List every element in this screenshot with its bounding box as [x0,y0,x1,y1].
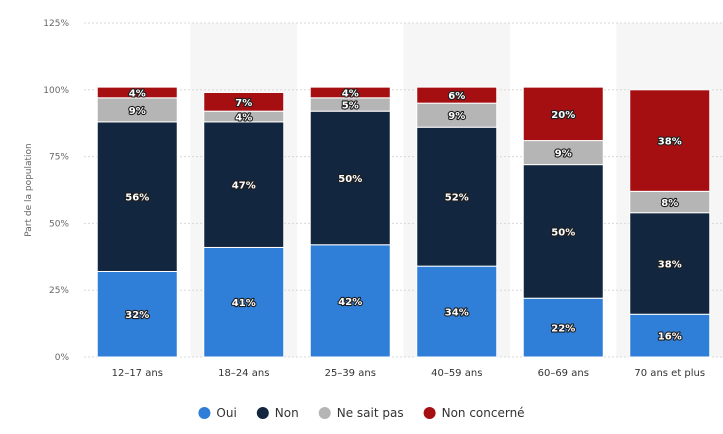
data-label: 4% [235,113,252,124]
bar-segment[interactable] [96,270,178,358]
data-label: 4% [342,88,359,99]
data-label: 50% [338,174,362,185]
x-tick-label: 70 ans et plus [634,368,705,379]
bar-segment[interactable] [96,121,178,272]
y-tick-label: 125% [43,19,69,29]
legend-item[interactable]: Ne sait pas [318,406,404,420]
bar-segment[interactable] [203,246,285,358]
x-tick-label: 12–17 ans [112,368,163,379]
y-tick-label: 0% [55,353,70,363]
bar-segment[interactable] [309,110,391,246]
data-label: 22% [551,324,575,335]
legend-label: Oui [216,406,236,420]
data-label: 42% [338,297,362,308]
data-label: 9% [129,106,146,117]
x-tick-label: 25–39 ans [325,368,376,379]
data-label: 34% [445,308,469,319]
data-labels: 32%56%9%4%41%47%4%7%42%50%5%4%34%52%9%6%… [124,87,683,343]
bar-segment[interactable] [416,126,498,267]
y-axis-ticks: 0% 25% 50% 75% 100% 125% [43,19,69,363]
data-label: 4% [129,88,146,99]
bar-segment[interactable] [203,121,285,248]
bar-segment[interactable] [629,313,711,358]
bar-segment[interactable] [416,86,498,104]
legend-item[interactable]: Oui [198,406,237,420]
bar-segment[interactable] [96,97,178,123]
y-axis-label: Part de la population [24,143,34,237]
y-tick-label: 25% [49,286,69,296]
x-tick-label: 60–69 ans [538,368,589,379]
bar-segment[interactable] [309,244,391,358]
y-tick-label: 50% [49,219,69,229]
y-tick-label: 100% [43,86,69,96]
data-label: 38% [658,137,682,148]
legend-label: Non [275,406,299,420]
legend-marker-icon [256,407,269,419]
y-tick-label: 75% [49,153,69,163]
legend-label: Non concerné [442,406,525,420]
legend-item[interactable]: Non concerné [423,406,525,420]
data-label: 20% [551,110,575,121]
bar-segment[interactable] [203,91,285,112]
legend-label: Ne sait pas [337,406,404,420]
data-label: 56% [125,193,149,204]
data-label: 32% [125,310,149,321]
data-label: 52% [445,193,469,204]
bar-segment[interactable] [96,86,178,99]
legend-marker-icon [198,407,211,419]
legend[interactable]: Oui Non Ne sait pas Non concerné [198,406,525,420]
gridlines [84,22,723,358]
bar-segment[interactable] [629,89,711,192]
bar-segment[interactable] [522,86,604,142]
x-axis-ticks: 12–17 ans 18–24 ans 25–39 ans 40–59 ans 60–6… [112,368,706,379]
legend-item[interactable]: Non [256,406,299,420]
data-label: 9% [555,149,572,160]
bar-segment[interactable] [522,164,604,299]
x-tick-label: 40–59 ans [431,368,482,379]
bar-segment[interactable] [309,86,391,99]
bar-segment[interactable] [629,212,711,315]
legend-marker-icon [423,407,436,419]
x-tick-label: 18–24 ans [218,368,269,379]
data-label: 38% [658,259,682,270]
data-label: 6% [448,91,465,102]
data-label: 16% [658,332,682,343]
bar-segment[interactable] [522,297,604,358]
data-label: 5% [342,100,359,111]
bars [96,86,711,358]
data-label: 50% [551,227,575,238]
bar-segment[interactable] [522,140,604,166]
data-label: 8% [661,198,678,209]
legend-marker-icon [318,407,331,419]
data-label: 41% [232,298,256,309]
data-label: 47% [232,181,256,192]
data-label: 7% [235,98,252,109]
data-label: 9% [448,111,465,122]
